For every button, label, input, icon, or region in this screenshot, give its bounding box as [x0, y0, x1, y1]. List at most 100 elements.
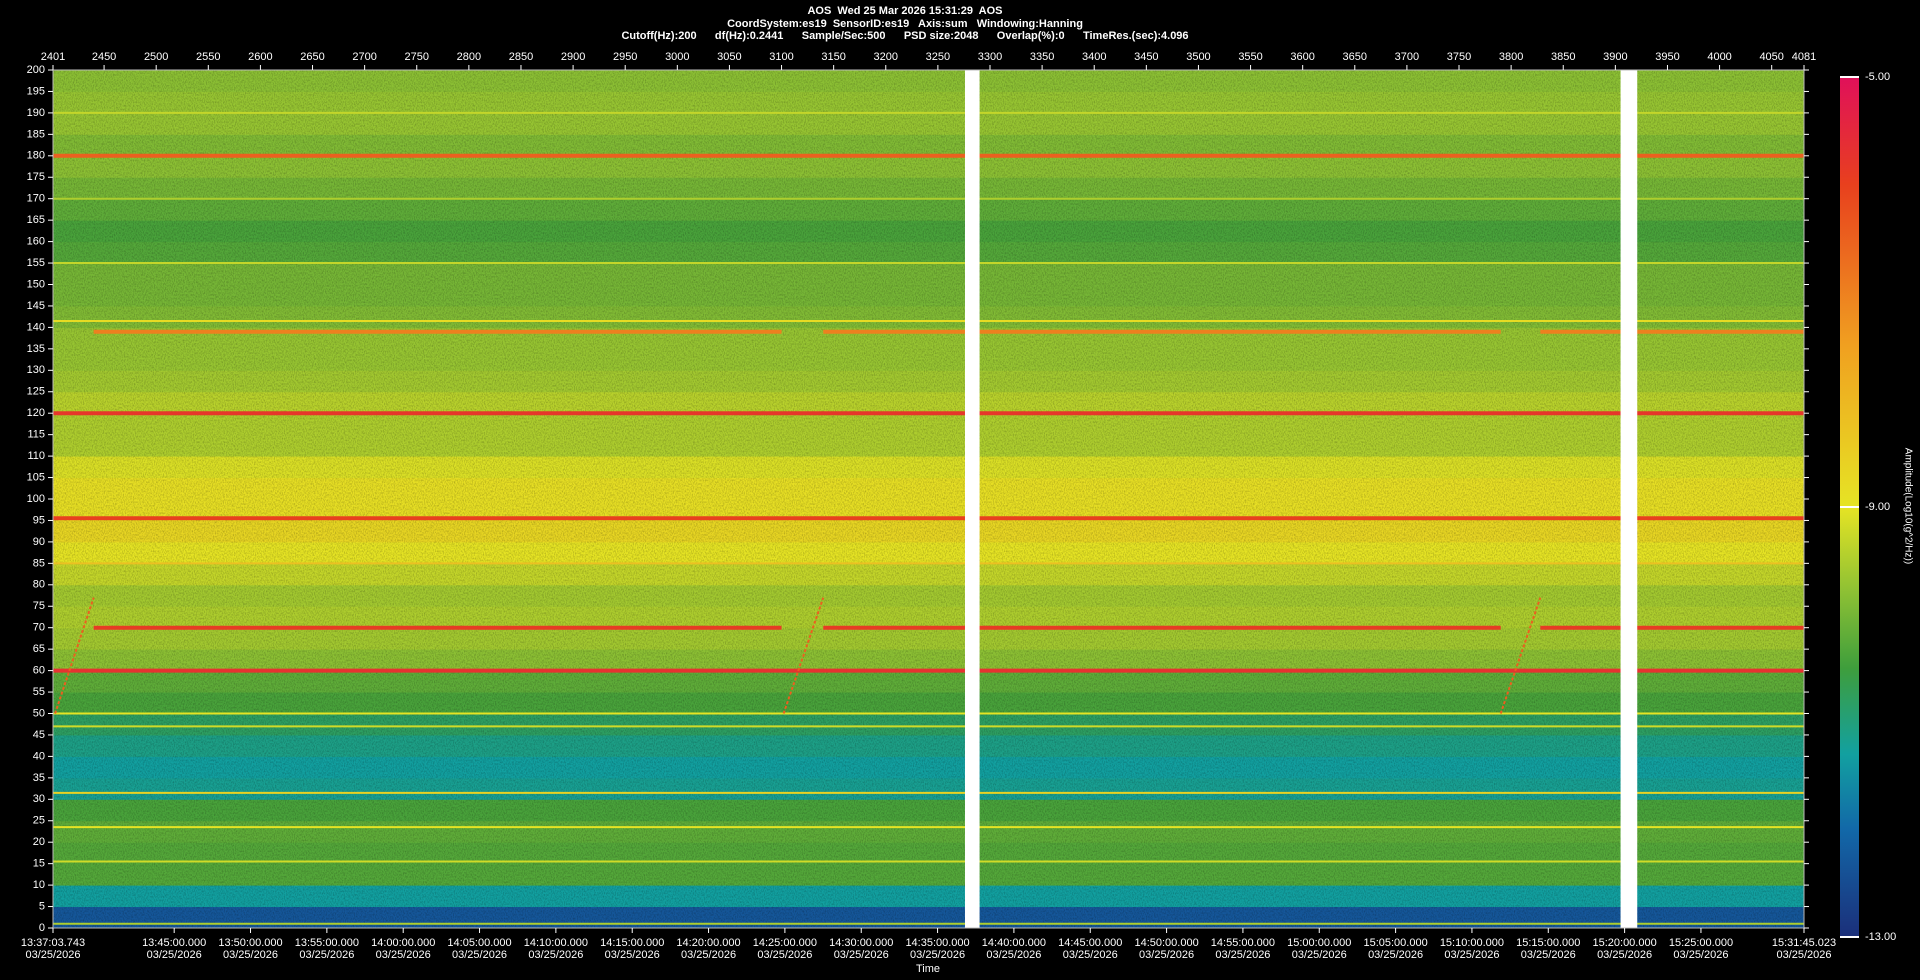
- colorbar-label: Amplitude(Log10(g^2/Hz)): [1902, 448, 1913, 564]
- x-tick-label: 2700: [352, 51, 376, 63]
- time-tick-label: 15:10:00.000: [1440, 937, 1504, 949]
- x-tick-label: 2650: [300, 51, 324, 63]
- y-tick-label: 75: [33, 600, 45, 612]
- x-tick-label: 4081: [1792, 51, 1816, 63]
- y-tick-label: 180: [27, 150, 45, 162]
- time-tick-date: 03/25/2026: [910, 949, 965, 961]
- y-tick-label: 140: [27, 321, 45, 333]
- time-tick-label: 14:10:00.000: [524, 937, 588, 949]
- y-tick-label: 10: [33, 879, 45, 891]
- y-tick-label: 165: [27, 214, 45, 226]
- y-tick-label: 95: [33, 514, 45, 526]
- x-tick-label: 2900: [561, 51, 585, 63]
- time-tick-label: 14:05:00.000: [447, 937, 511, 949]
- x-tick-label: 3300: [978, 51, 1002, 63]
- x-tick-label: 3250: [926, 51, 950, 63]
- x-tick-label: 2401: [41, 51, 65, 63]
- sweep: [54, 597, 95, 714]
- y-tick-label: 5: [39, 900, 45, 912]
- time-tick-label: 14:40:00.000: [982, 937, 1046, 949]
- x-tick-label: 3750: [1447, 51, 1471, 63]
- time-tick-date: 03/25/2026: [681, 949, 736, 961]
- y-tick-label: 80: [33, 579, 45, 591]
- x-axis-label: Time: [916, 963, 940, 975]
- time-tick-label: 14:35:00.000: [905, 937, 969, 949]
- x-tick-label: 3400: [1082, 51, 1106, 63]
- x-tick-label: 3000: [665, 51, 689, 63]
- time-tick-label: 15:15:00.000: [1516, 937, 1580, 949]
- time-tick-label: 14:15:00.000: [600, 937, 664, 949]
- time-tick-label: 14:30:00.000: [829, 937, 893, 949]
- x-tick-label: 3050: [717, 51, 741, 63]
- time-tick-label: 13:37:03.743: [21, 937, 85, 949]
- y-tick-label: 130: [27, 364, 45, 376]
- x-tick-label: 3900: [1603, 51, 1627, 63]
- colorbar-tick-label: -9.00: [1865, 501, 1890, 513]
- x-tick-label: 4050: [1759, 51, 1783, 63]
- x-tick-label: 3800: [1499, 51, 1523, 63]
- y-tick-label: 200: [27, 64, 45, 76]
- x-tick-label: 2550: [196, 51, 220, 63]
- time-tick-date: 03/25/2026: [1673, 949, 1728, 961]
- x-tick-label: 3200: [874, 51, 898, 63]
- time-tick-label: 14:55:00.000: [1211, 937, 1275, 949]
- y-tick-label: 100: [27, 493, 45, 505]
- time-tick-label: 14:20:00.000: [676, 937, 740, 949]
- y-tick-label: 150: [27, 278, 45, 290]
- y-tick-label: 20: [33, 836, 45, 848]
- x-tick-label: 2850: [509, 51, 533, 63]
- time-tick-label: 14:45:00.000: [1058, 937, 1122, 949]
- x-tick-label: 3350: [1030, 51, 1054, 63]
- y-tick-label: 90: [33, 536, 45, 548]
- time-tick-date: 03/25/2026: [25, 949, 80, 961]
- y-tick-label: 185: [27, 128, 45, 140]
- y-tick-label: 60: [33, 665, 45, 677]
- y-tick-label: 65: [33, 643, 45, 655]
- time-tick-label: 14:50:00.000: [1134, 937, 1198, 949]
- x-tick-label: 3600: [1290, 51, 1314, 63]
- data-gap: [1620, 70, 1638, 928]
- y-tick-label: 115: [27, 429, 45, 441]
- time-tick-date: 03/25/2026: [452, 949, 507, 961]
- y-tick-label: 190: [27, 107, 45, 119]
- chart-title: AOS Wed 25 Mar 2026 15:31:29 AOS: [807, 5, 1002, 17]
- y-tick-label: 160: [27, 236, 45, 248]
- x-tick-label: 2600: [248, 51, 272, 63]
- y-tick-label: 145: [27, 300, 45, 312]
- x-tick-label: 2750: [405, 51, 429, 63]
- x-tick-label: 3700: [1395, 51, 1419, 63]
- time-tick-label: 15:31:45.023: [1772, 937, 1836, 949]
- time-tick-date: 03/25/2026: [1776, 949, 1831, 961]
- time-tick-label: 13:50:00.000: [218, 937, 282, 949]
- time-tick-date: 03/25/2026: [1063, 949, 1118, 961]
- y-tick-label: 40: [33, 750, 45, 762]
- time-tick-date: 03/25/2026: [605, 949, 660, 961]
- x-tick-label: 3650: [1343, 51, 1367, 63]
- time-tick-date: 03/25/2026: [1368, 949, 1423, 961]
- x-tick-label: 3850: [1551, 51, 1575, 63]
- y-tick-label: 70: [33, 622, 45, 634]
- time-tick-label: 14:00:00.000: [371, 937, 435, 949]
- time-tick-date: 03/25/2026: [223, 949, 278, 961]
- x-tick-label: 3450: [1134, 51, 1158, 63]
- y-tick-label: 45: [33, 729, 45, 741]
- x-tick-label: 3500: [1186, 51, 1210, 63]
- y-tick-label: 120: [27, 407, 45, 419]
- y-tick-label: 110: [27, 450, 45, 462]
- x-tick-label: 3100: [769, 51, 793, 63]
- y-tick-label: 25: [33, 815, 45, 827]
- time-tick-date: 03/25/2026: [376, 949, 431, 961]
- time-tick-date: 03/25/2026: [986, 949, 1041, 961]
- y-tick-label: 155: [27, 257, 45, 269]
- time-tick-label: 13:45:00.000: [142, 937, 206, 949]
- x-tick-label: 2950: [613, 51, 637, 63]
- time-tick-label: 13:55:00.000: [295, 937, 359, 949]
- chart-subtitle: Cutoff(Hz):200 df(Hz):0.2441 Sample/Sec:…: [621, 30, 1188, 42]
- time-tick-date: 03/25/2026: [1139, 949, 1194, 961]
- time-tick-date: 03/25/2026: [1597, 949, 1652, 961]
- plot-area: [53, 70, 1804, 928]
- chart-subtitle: CoordSystem:es19 SensorID:es19 Axis:sum …: [727, 18, 1083, 30]
- x-tick-label: 2800: [457, 51, 481, 63]
- x-tick-label: 2450: [92, 51, 116, 63]
